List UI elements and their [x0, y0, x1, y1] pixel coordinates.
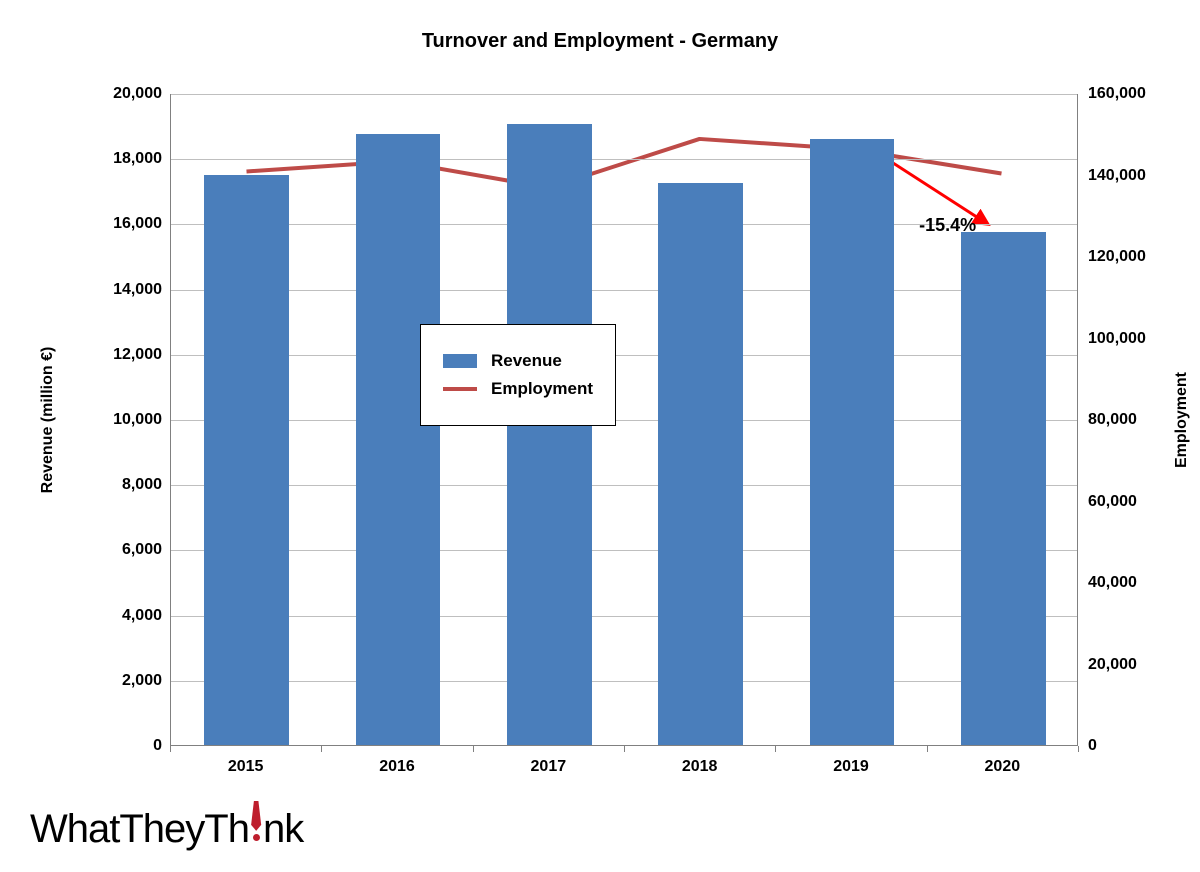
grid-line: [171, 420, 1077, 421]
grid-line: [171, 485, 1077, 486]
y-left-tick-label: 2,000: [92, 672, 162, 690]
x-tick: [170, 746, 171, 752]
logo-text-before: WhatTheyTh: [30, 807, 249, 852]
legend-item: Employment: [443, 379, 593, 399]
grid-line: [171, 94, 1077, 95]
legend: Revenue Employment: [420, 324, 616, 426]
chart-container: Turnover and Employment - Germany Revenu…: [0, 0, 1200, 872]
x-tick-label: 2020: [985, 758, 1021, 776]
y-left-tick-label: 10,000: [92, 411, 162, 429]
legend-swatch-line: [443, 387, 477, 391]
grid-line: [171, 159, 1077, 160]
x-tick: [775, 746, 776, 752]
y-left-tick-label: 14,000: [92, 281, 162, 299]
y-right-tick-label: 0: [1088, 737, 1178, 755]
revenue-bar: [507, 124, 592, 745]
legend-label: Revenue: [491, 351, 562, 371]
annotation-label: -15.4%: [919, 215, 976, 236]
y-left-tick-label: 4,000: [92, 607, 162, 625]
chart-title: Turnover and Employment - Germany: [0, 30, 1200, 53]
x-tick-label: 2017: [531, 758, 567, 776]
grid-line: [171, 355, 1077, 356]
y-right-tick-label: 20,000: [1088, 656, 1178, 674]
revenue-bar: [658, 183, 743, 745]
y-left-tick-label: 0: [92, 737, 162, 755]
legend-item: Revenue: [443, 351, 593, 371]
revenue-bar: [961, 232, 1046, 745]
x-tick-label: 2018: [682, 758, 718, 776]
legend-swatch-bar: [443, 354, 477, 368]
grid-line: [171, 681, 1077, 682]
x-tick-label: 2016: [379, 758, 415, 776]
logo-whattheythink: WhatTheyTh nk: [30, 807, 303, 852]
y-right-tick-label: 40,000: [1088, 574, 1178, 592]
y-right-tick-label: 80,000: [1088, 411, 1178, 429]
y-left-tick-label: 6,000: [92, 541, 162, 559]
revenue-bar: [356, 134, 441, 745]
grid-line: [171, 616, 1077, 617]
y-left-tick-label: 8,000: [92, 476, 162, 494]
x-tick-label: 2015: [228, 758, 264, 776]
y-right-tick-label: 140,000: [1088, 167, 1178, 185]
y-right-tick-label: 60,000: [1088, 493, 1178, 511]
x-tick: [321, 746, 322, 752]
y-right-tick-label: 120,000: [1088, 248, 1178, 266]
revenue-bar: [810, 139, 895, 745]
x-tick: [473, 746, 474, 752]
y-left-tick-label: 16,000: [92, 215, 162, 233]
x-tick: [624, 746, 625, 752]
y-left-tick-label: 12,000: [92, 346, 162, 364]
y-left-tick-label: 20,000: [92, 85, 162, 103]
logo-text-after: nk: [263, 807, 303, 852]
y-right-tick-label: 160,000: [1088, 85, 1178, 103]
revenue-bar: [204, 175, 289, 746]
x-tick: [927, 746, 928, 752]
x-tick-label: 2019: [833, 758, 869, 776]
plot-area: [170, 94, 1078, 746]
x-tick: [1078, 746, 1079, 752]
y-right-tick-label: 100,000: [1088, 330, 1178, 348]
grid-line: [171, 290, 1077, 291]
legend-label: Employment: [491, 379, 593, 399]
y-left-tick-label: 18,000: [92, 150, 162, 168]
y-axis-left-title: Revenue (million €): [39, 347, 57, 494]
grid-line: [171, 550, 1077, 551]
